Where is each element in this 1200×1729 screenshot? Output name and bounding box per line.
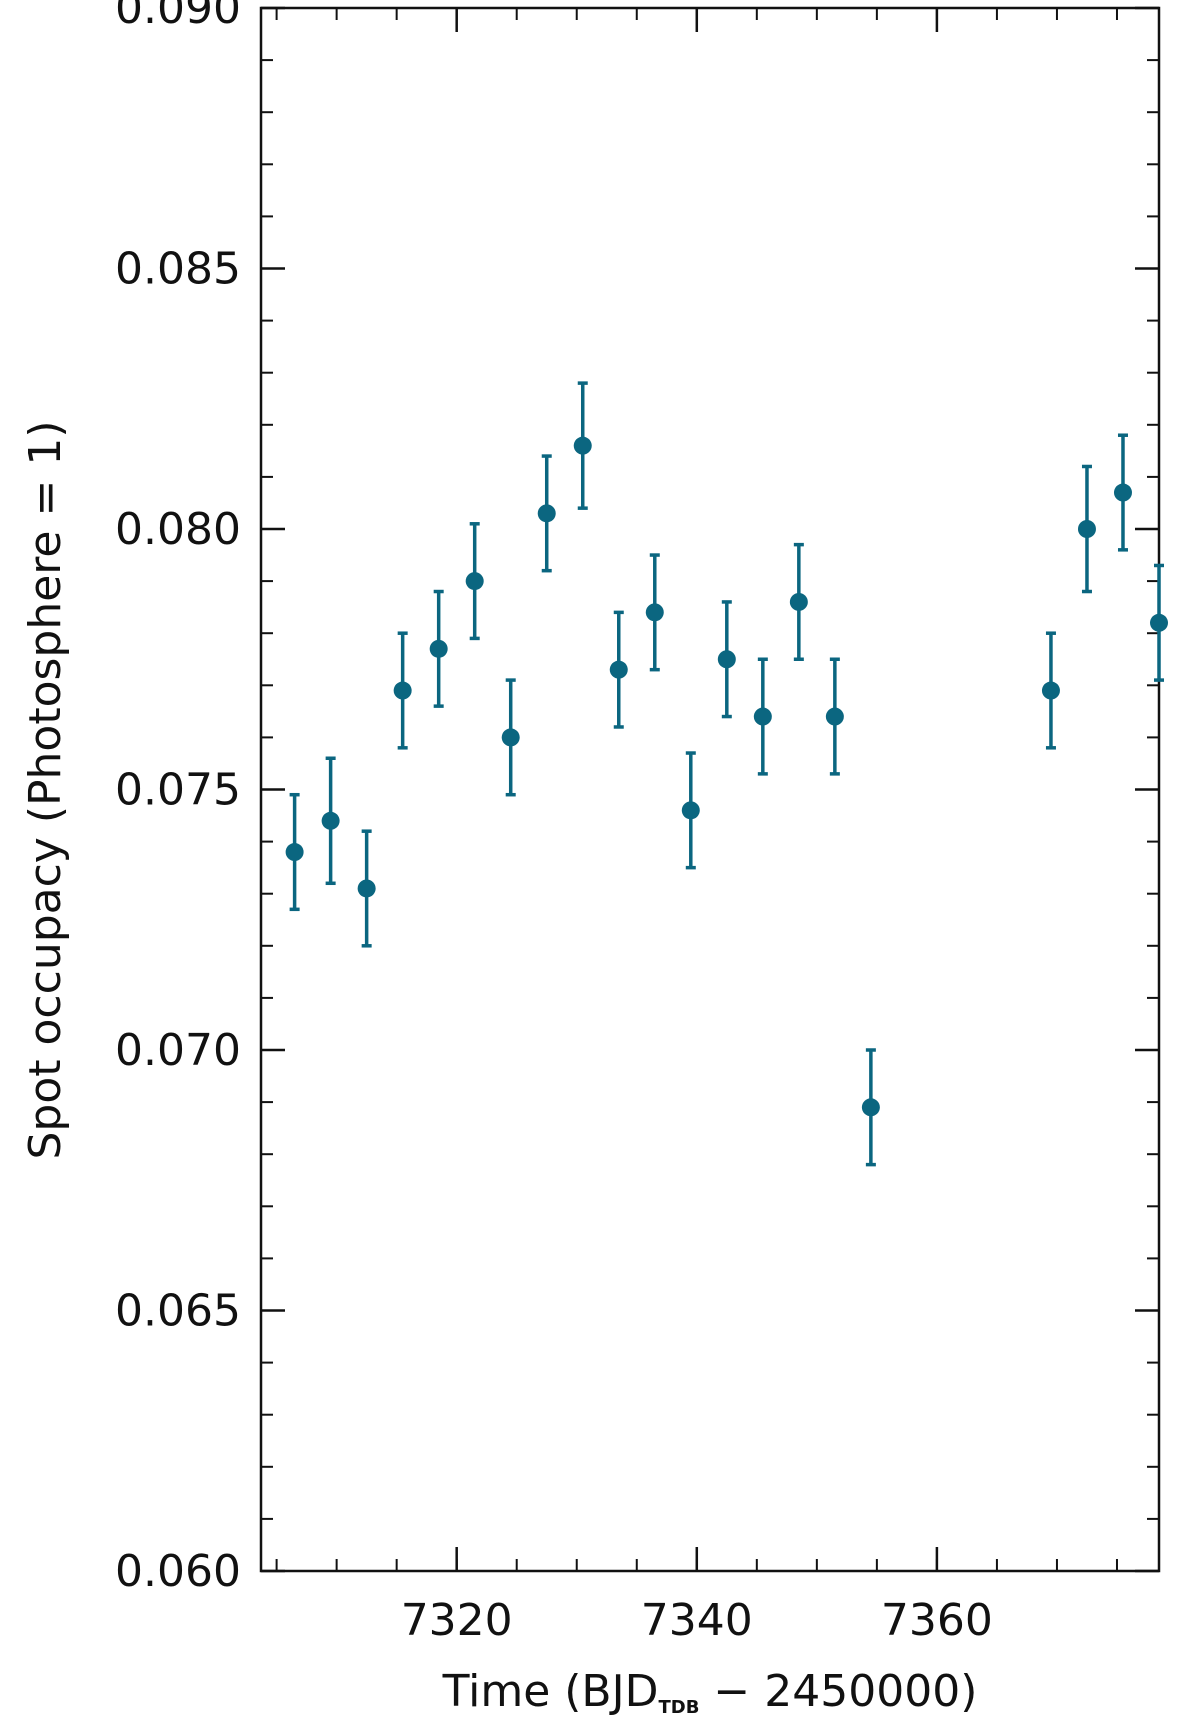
data-marker (681, 801, 700, 820)
y-axis-title: Spot occupacy (Photosphere = 1) (20, 421, 71, 1160)
x-axis-title-subscript: TDB (658, 1697, 699, 1718)
data-marker (465, 572, 484, 591)
data-marker (717, 650, 736, 669)
y-tick-label: 0.080 (115, 504, 241, 555)
data-point (393, 631, 412, 750)
data-marker (1041, 681, 1060, 700)
data-marker (861, 1098, 880, 1117)
data-marker (1113, 483, 1132, 502)
data-marker (393, 681, 412, 700)
data-point (861, 1048, 880, 1167)
data-point (681, 751, 700, 870)
data-marker (573, 436, 592, 455)
x-axis-title-suffix: − 2450000) (699, 1666, 977, 1717)
x-axis-title-prefix: Time (BJD (442, 1666, 659, 1717)
data-point (609, 610, 628, 729)
data-marker (537, 504, 556, 523)
data-point (645, 553, 664, 672)
data-marker (645, 603, 664, 622)
data-point (717, 600, 736, 719)
data-point (573, 381, 592, 510)
data-point (321, 756, 340, 886)
data-point (1150, 563, 1168, 682)
plot-frame (259, 6, 1161, 1573)
data-point (285, 792, 304, 912)
data-marker (429, 639, 448, 658)
y-tick-label: 0.060 (115, 1546, 241, 1597)
data-point (537, 454, 556, 573)
data-series (285, 381, 1168, 1167)
data-marker (357, 879, 376, 898)
data-point (1113, 433, 1132, 552)
data-marker (825, 707, 844, 726)
data-marker (609, 660, 628, 679)
y-tick-label: 0.075 (115, 765, 241, 816)
axis-ticks (261, 6, 1159, 1573)
x-tick-label: 7340 (641, 1595, 753, 1646)
data-point (753, 657, 772, 776)
data-point (1077, 464, 1096, 594)
axis-tick-labels: 0.060 0.065 0.070 0.075 0.080 0.085 0.090 7320 7… (115, 0, 993, 1646)
data-point (501, 678, 520, 797)
data-point (1041, 631, 1060, 750)
data-marker (789, 592, 808, 611)
data-marker (285, 843, 304, 862)
data-marker (501, 728, 520, 747)
y-tick-label: 0.085 (115, 244, 241, 295)
data-point (825, 657, 844, 776)
x-tick-label: 7360 (881, 1595, 993, 1646)
data-point (357, 829, 376, 948)
data-marker (753, 707, 772, 726)
data-point (789, 542, 808, 661)
data-marker (1077, 520, 1096, 538)
x-axis-title: Time (BJDTDB − 2450000) (442, 1666, 978, 1718)
data-marker (321, 811, 340, 830)
x-tick-label: 7320 (401, 1595, 513, 1646)
data-point (465, 522, 484, 641)
y-tick-label: 0.070 (115, 1025, 241, 1076)
data-marker (1150, 613, 1168, 632)
y-tick-label: 0.065 (115, 1286, 241, 1337)
y-tick-label: 0.090 (115, 0, 241, 34)
data-point (429, 589, 448, 708)
